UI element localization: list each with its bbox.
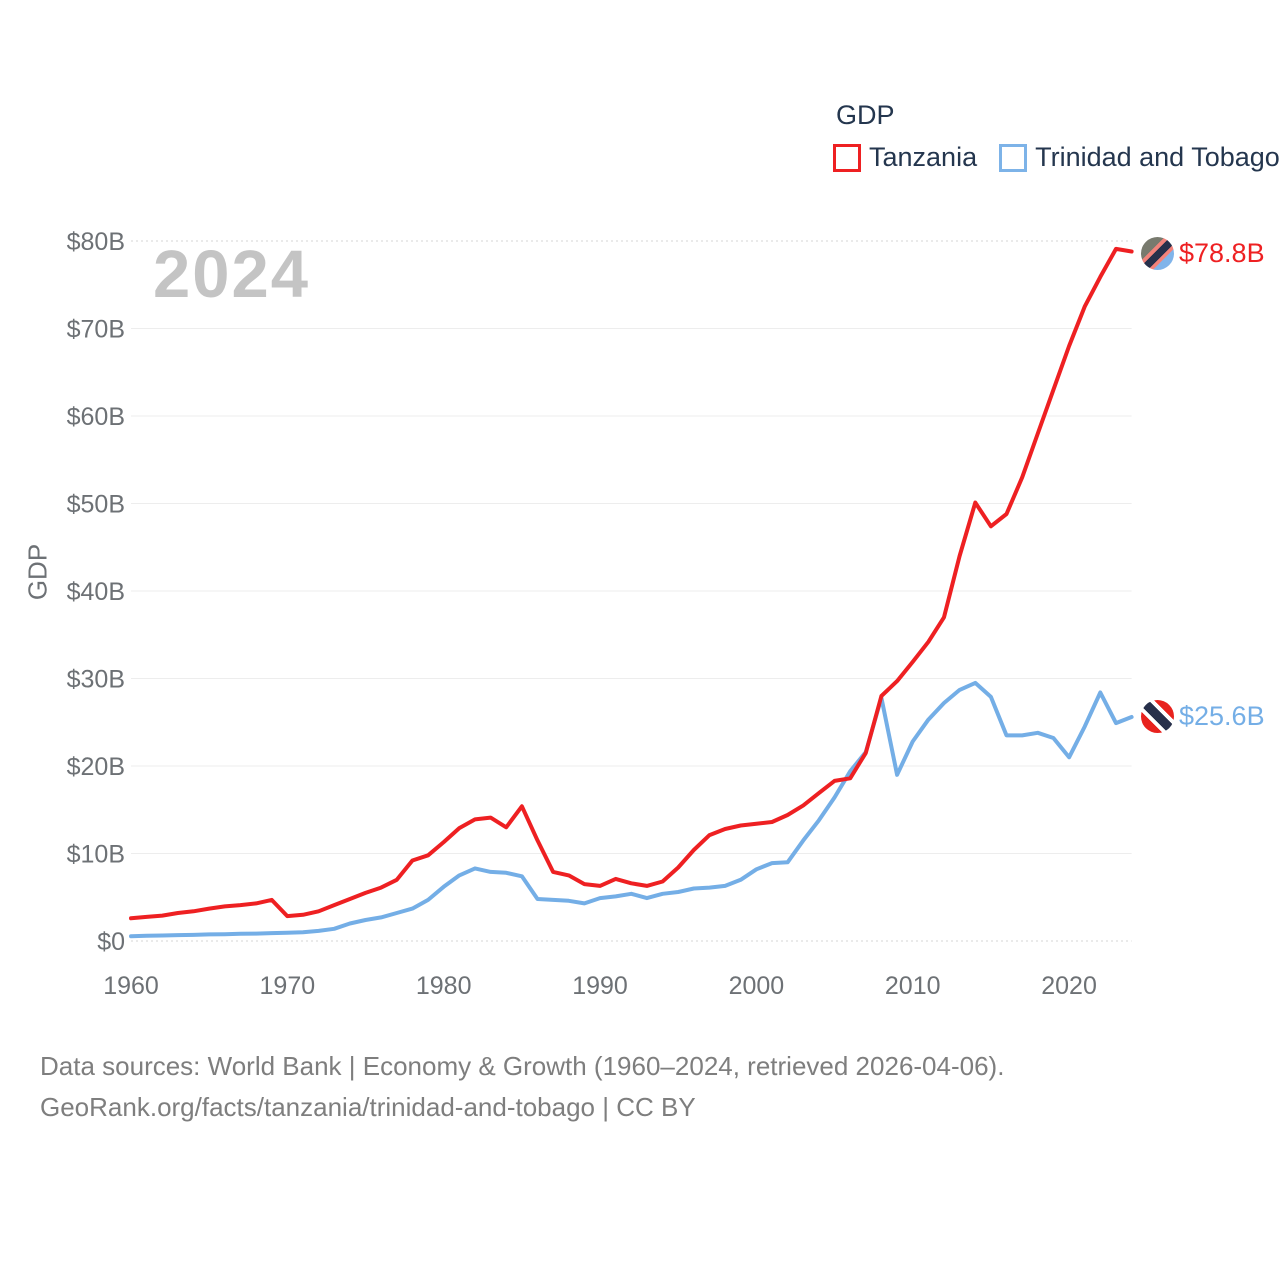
trinidad-and-tobago-flag-icon[interactable]	[1141, 700, 1174, 733]
trinidad-and-tobago-end-value-label: $25.6B	[1179, 701, 1265, 731]
source-url-line[interactable]: GeoRank.org/facts/tanzania/trinidad-and-…	[40, 1092, 696, 1122]
tanzania-flag-icon[interactable]	[1141, 237, 1174, 270]
y-tick-label-20: $20B	[67, 753, 125, 781]
x-tick-label-2020: 2020	[1041, 972, 1097, 1000]
footer-attribution: Data sources: World Bank | Economy & Gro…	[40, 1046, 1004, 1128]
y-tick-label-10: $10B	[67, 841, 125, 869]
legend-item-tanzania[interactable]: Tanzania	[833, 142, 977, 173]
x-tick-label-1970: 1970	[260, 972, 316, 1000]
legend-label-tanzania: Tanzania	[869, 142, 978, 172]
y-tick-label-50: $50B	[67, 491, 125, 519]
y-tick-label-80: $80B	[67, 228, 125, 256]
y-tick-label-60: $60B	[67, 403, 125, 431]
x-tick-label-1980: 1980	[416, 972, 472, 1000]
legend: Tanzania Trinidad and Tobago	[833, 142, 1280, 173]
tanzania-line[interactable]	[129, 246, 1134, 921]
trinidad-and-tobago-line[interactable]	[129, 680, 1134, 939]
y-tick-label-30: $30B	[67, 666, 125, 694]
x-tick-label-2000: 2000	[729, 972, 785, 1000]
tanzania-swatch-icon	[833, 143, 861, 172]
legend-item-trinidad-and-tobago[interactable]: Trinidad and Tobago	[999, 142, 1280, 173]
legend-label-trinidad-and-tobago: Trinidad and Tobago	[1035, 142, 1280, 172]
y-tick-label-70: $70B	[67, 316, 125, 344]
x-tick-label-1960: 1960	[103, 972, 159, 1000]
y-tick-label-0: $0	[97, 928, 125, 956]
year-watermark: 2024	[153, 237, 311, 312]
trinidad-and-tobago-swatch-icon	[999, 143, 1028, 172]
x-tick-label-1990: 1990	[572, 972, 628, 1000]
x-tick-label-2010: 2010	[885, 972, 941, 1000]
tanzania-end-value-label: $78.8B	[1179, 238, 1265, 268]
data-sources-line: Data sources: World Bank | Economy & Gro…	[40, 1051, 1005, 1081]
legend-title: GDP	[836, 100, 895, 130]
y-tick-label-40: $40B	[67, 578, 125, 606]
